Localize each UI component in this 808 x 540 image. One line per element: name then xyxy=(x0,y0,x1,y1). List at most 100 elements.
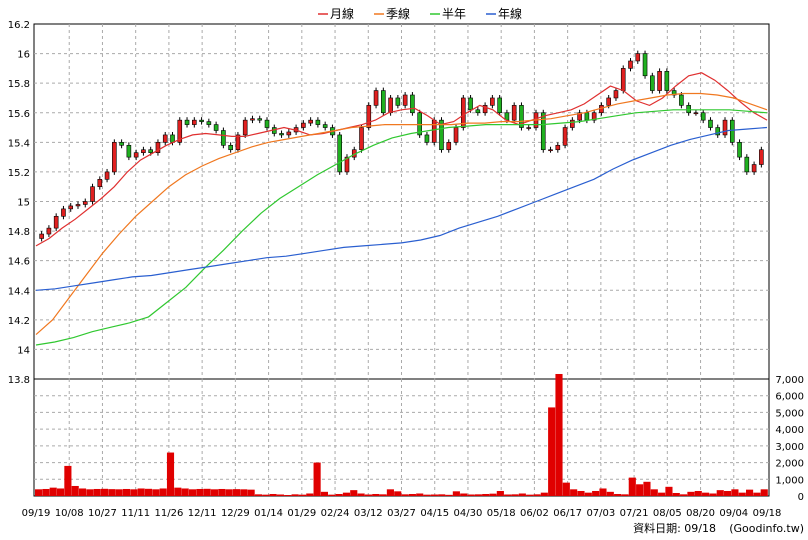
volume-bar xyxy=(694,490,702,496)
volume-bar xyxy=(760,489,768,496)
candle-body xyxy=(75,204,81,207)
candle-body xyxy=(213,124,219,131)
volume-bar xyxy=(86,489,94,496)
volume-bar xyxy=(122,488,131,496)
candle-body xyxy=(620,68,626,91)
volume-bar xyxy=(166,452,175,496)
candle-body xyxy=(61,208,66,217)
price-tick-label: 14.2 xyxy=(8,316,30,327)
volume-bar xyxy=(225,489,233,496)
volume-bar xyxy=(526,494,534,496)
volume-tick-label: 2,000 xyxy=(775,459,804,470)
volume-bar xyxy=(753,492,761,496)
candle-body xyxy=(315,119,321,125)
data-date-label: 資料日期: 09/18 xyxy=(633,521,716,535)
volume-bar xyxy=(181,488,189,496)
volume-bar xyxy=(511,494,519,496)
volume-bar xyxy=(93,488,101,496)
volume-bar xyxy=(49,487,57,496)
volume-bar xyxy=(262,494,270,496)
volume-bar xyxy=(188,489,197,496)
candle-body xyxy=(482,105,488,114)
price-tick-label: 16.2 xyxy=(8,20,30,31)
x-tick-label: 12/11 xyxy=(188,508,217,519)
legend-label: 年線 xyxy=(498,6,522,21)
volume-bar xyxy=(533,494,541,496)
volume-bar xyxy=(342,492,350,496)
volume-bar xyxy=(416,493,424,496)
volume-bar xyxy=(716,490,724,496)
volume-bar xyxy=(320,491,328,496)
candle-body xyxy=(388,97,393,114)
candle-body xyxy=(468,97,473,111)
volume-bar xyxy=(504,494,512,496)
x-tick-label: 02/24 xyxy=(321,508,350,519)
volume-bar xyxy=(570,489,578,496)
x-tick-label: 07/21 xyxy=(620,508,649,519)
candle-body xyxy=(650,75,655,91)
volume-bar xyxy=(672,492,680,496)
candle-body xyxy=(286,131,292,136)
candle-body xyxy=(439,119,444,151)
candle-body xyxy=(570,119,575,128)
volume-bar xyxy=(137,488,145,496)
candle-body xyxy=(235,134,241,151)
volume-bar xyxy=(269,493,277,496)
x-tick-label: 06/17 xyxy=(553,508,582,519)
volume-tick-label: 5,000 xyxy=(775,408,804,419)
candle-body xyxy=(460,97,466,128)
volume-bar xyxy=(518,493,526,496)
volume-bar xyxy=(328,494,336,496)
volume-bar xyxy=(680,494,688,496)
candle-body xyxy=(97,179,103,188)
candle-body xyxy=(744,156,750,173)
volume-bar xyxy=(108,489,116,496)
price-tick-label: 15 xyxy=(17,198,30,209)
candle-body xyxy=(402,94,408,106)
volume-bar xyxy=(276,494,285,496)
volume-bar xyxy=(254,494,263,496)
candle-body xyxy=(722,119,728,136)
candle-body xyxy=(322,124,328,128)
volume-bar xyxy=(401,494,409,496)
candle-body xyxy=(431,119,437,143)
candle-body xyxy=(90,186,95,202)
volume-bar xyxy=(196,488,204,496)
candle-body xyxy=(671,90,677,96)
candle-body xyxy=(613,90,619,99)
legend-label: 季線 xyxy=(386,6,410,21)
candle-body xyxy=(591,112,597,121)
x-tick-label: 10/27 xyxy=(88,508,117,519)
x-tick-label: 11/26 xyxy=(154,508,183,519)
x-tick-label: 03/27 xyxy=(387,508,416,519)
candle-body xyxy=(628,60,633,69)
volume-tick-label: 0 xyxy=(798,492,804,503)
candle-body xyxy=(206,121,212,125)
price-tick-label: 14.8 xyxy=(8,227,30,238)
price-tick-label: 15.4 xyxy=(8,138,30,149)
ma-line-2 xyxy=(35,92,768,336)
candle-body xyxy=(199,119,204,122)
volume-bar xyxy=(159,488,167,496)
candle-body xyxy=(308,119,313,124)
volume-tick-label: 4,000 xyxy=(775,425,804,436)
x-tick-label: 01/29 xyxy=(287,508,316,519)
candle-body xyxy=(497,97,502,114)
candle-body xyxy=(381,90,386,114)
volume-bar xyxy=(423,494,431,496)
candle-body xyxy=(700,112,706,121)
candle-body xyxy=(264,119,270,128)
volume-bar xyxy=(210,489,219,496)
volume-bar xyxy=(540,492,548,496)
volume-bar xyxy=(555,373,563,496)
candle-body xyxy=(475,109,481,114)
candle-body xyxy=(82,201,88,205)
candle-body xyxy=(344,156,350,173)
volume-bar xyxy=(247,489,255,496)
volume-bar xyxy=(152,489,160,496)
volume-bar xyxy=(174,487,182,496)
x-tick-label: 08/20 xyxy=(686,508,715,519)
legend-label: 月線 xyxy=(330,6,354,21)
candle-body xyxy=(410,94,415,114)
candle-body xyxy=(68,205,74,210)
